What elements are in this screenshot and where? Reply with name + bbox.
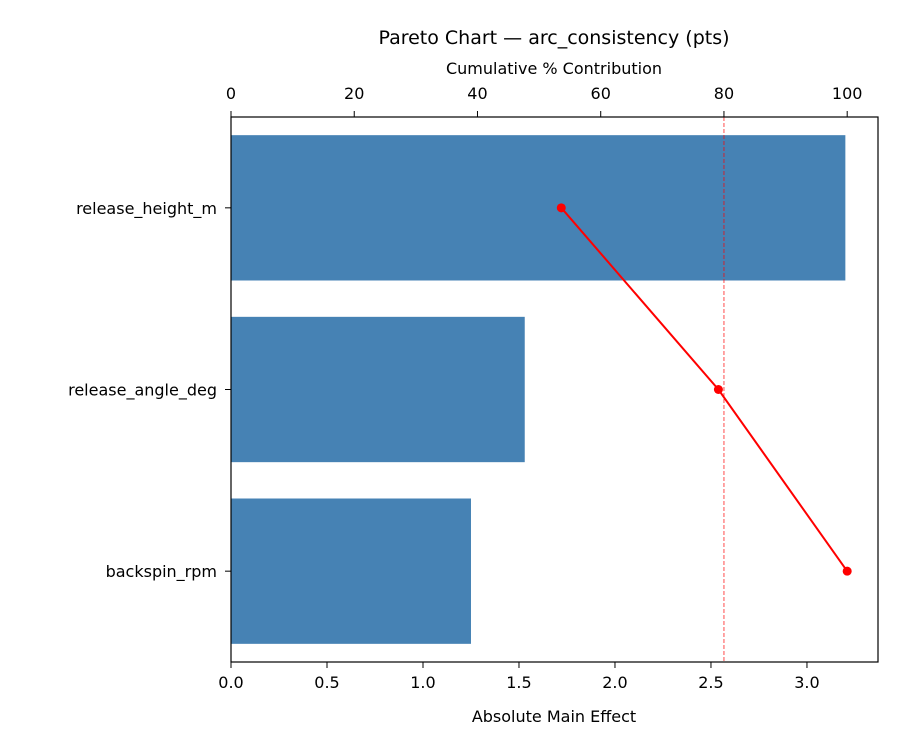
secondary-tick-label: 40 [467, 84, 487, 103]
x-tick-label: 1.5 [506, 673, 531, 692]
x-tick-label: 2.0 [602, 673, 627, 692]
bars-layer [231, 135, 846, 644]
secondary-tick-label: 20 [344, 84, 364, 103]
secondary-axis-title: Cumulative % Contribution [446, 59, 662, 78]
bar-release_height_m [231, 135, 846, 281]
axes-layer: 0.0 0.5 1.0 1.5 2.0 2.5 3.0 0 20 40 60 80 100 release… [68, 84, 862, 692]
cumulative-point-release_height_m [556, 203, 566, 213]
x-tick-label: 0.5 [314, 673, 339, 692]
bar-release_angle_deg [231, 316, 525, 463]
secondary-tick-label: 60 [591, 84, 611, 103]
x-tick-label: 2.5 [698, 673, 723, 692]
x-tick-label: 1.0 [410, 673, 435, 692]
secondary-tick-label: 100 [832, 84, 863, 103]
x-tick-label: 0.0 [218, 673, 243, 692]
x-tick-label: 3.0 [794, 673, 819, 692]
secondary-tick-label: 0 [226, 84, 236, 103]
cumulative-layer [556, 203, 852, 576]
cumulative-point-release_angle_deg [713, 385, 723, 394]
y-tick-label-backspin_rpm: backspin_rpm [106, 562, 217, 582]
y-tick-label-release_angle_deg: release_angle_deg [68, 381, 217, 401]
chart-title: Pareto Chart — arc_consistency (pts) [378, 27, 729, 49]
secondary-tick-label: 80 [714, 84, 734, 103]
bar-backspin_rpm [231, 498, 471, 644]
cumulative-point-backspin_rpm [842, 566, 852, 576]
y-tick-label-release_height_m: release_height_m [76, 199, 217, 219]
x-axis-title: Absolute Main Effect [472, 707, 636, 726]
